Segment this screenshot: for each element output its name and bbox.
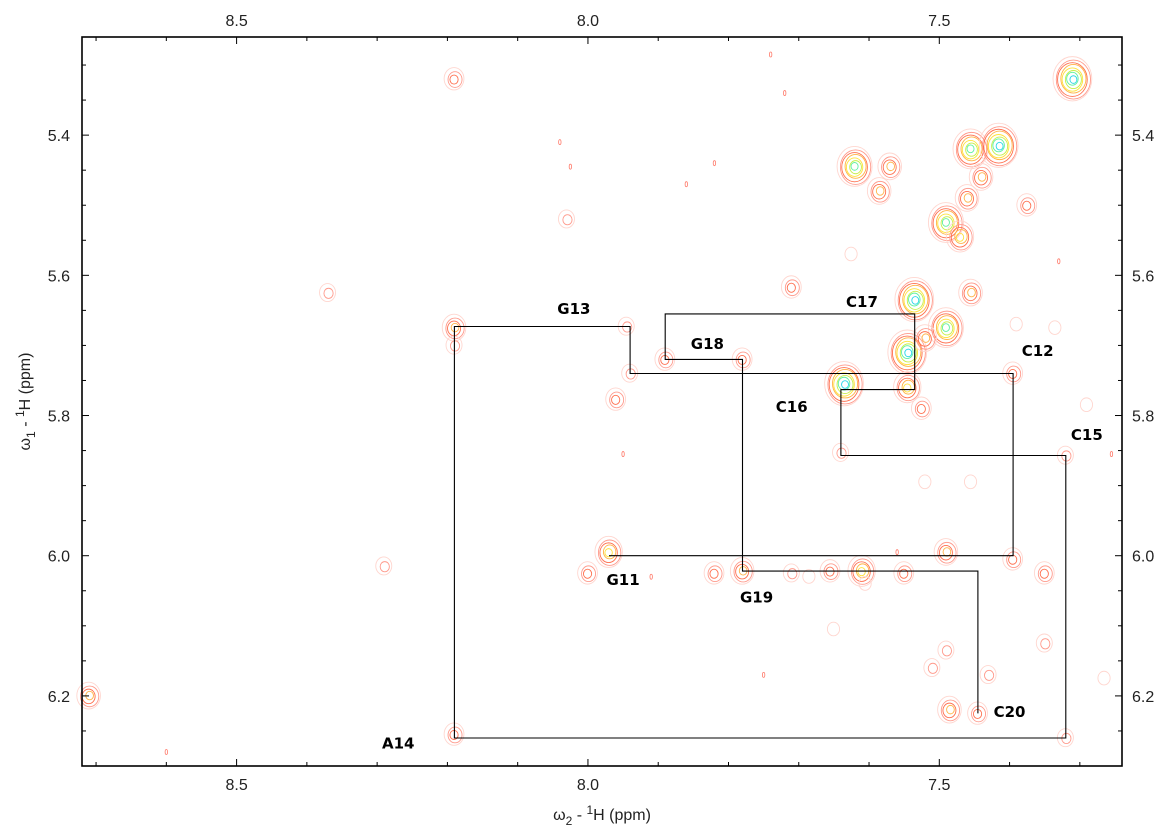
residue-labels: G13 C17 G18 C12 C16 C15 G11 G19 C20 A14 <box>382 293 1103 753</box>
peak-contour <box>1009 316 1023 332</box>
noise-contours <box>164 51 1114 755</box>
residue-label-g13: G13 <box>557 300 590 318</box>
peak-contour <box>826 621 841 637</box>
x-tick-label-top: 8.0 <box>577 13 599 30</box>
peak-contour <box>443 67 465 91</box>
x-tick-label: 8.0 <box>577 777 599 794</box>
residue-label-a14: A14 <box>382 734 414 752</box>
y-tick-label: 5.4 <box>48 128 70 145</box>
peak-contour <box>963 474 978 490</box>
peak-contour <box>979 665 997 685</box>
peak-contour <box>893 561 915 585</box>
peak-contour <box>912 324 938 352</box>
residue-label-c16: C16 <box>776 398 808 416</box>
peak-contour <box>605 387 627 411</box>
x-tick-label: 8.5 <box>225 777 247 794</box>
noise-speck <box>558 139 562 146</box>
peak-contour <box>952 128 989 170</box>
peak-contour <box>927 307 964 348</box>
noise-speck <box>712 160 717 167</box>
peak-contour <box>887 329 928 375</box>
noise-speck <box>649 573 653 580</box>
peak-contour <box>968 163 994 191</box>
y-tick-label-right: 6.2 <box>1132 689 1154 706</box>
peak-contour <box>1035 633 1053 653</box>
y-tick-label-right: 6.0 <box>1132 549 1154 566</box>
noise-speck <box>1057 258 1061 265</box>
peak-contour <box>375 556 393 576</box>
peak-contour <box>866 177 892 205</box>
plot-frame <box>81 36 1123 767</box>
noise-speck <box>568 163 572 170</box>
noise-speck <box>762 671 766 678</box>
residue-label-g11: G11 <box>606 571 639 589</box>
peak-contour <box>780 275 802 299</box>
peak-contour <box>937 640 955 660</box>
peak-contour <box>824 361 864 407</box>
noise-speck <box>895 549 899 556</box>
peak-contour <box>893 371 922 404</box>
peak-contour <box>802 569 816 584</box>
sequential-walk <box>453 313 1067 739</box>
y-tick-label: 6.2 <box>48 689 70 706</box>
noise-speck <box>1109 451 1114 457</box>
x-axis-title: ω2 - 1H (ppm) <box>553 803 651 828</box>
peak-contour <box>1048 320 1062 335</box>
peak-contour <box>319 283 336 303</box>
walk-path <box>453 313 1067 739</box>
peak-contour <box>577 561 598 585</box>
peak-contour <box>594 535 623 568</box>
peak-contour <box>1052 56 1093 102</box>
peak-contour <box>558 209 575 229</box>
residue-label-c15: C15 <box>1071 426 1103 444</box>
contour-peaks <box>76 56 1111 748</box>
peak-contour <box>703 561 725 585</box>
peak-contour <box>858 576 872 591</box>
residue-label-c17: C17 <box>846 293 878 311</box>
y-tick-label-right: 5.6 <box>1132 268 1154 285</box>
residue-label-g19: G19 <box>740 589 773 607</box>
peak-contour <box>918 474 932 490</box>
peak-contour <box>844 246 858 262</box>
peak-contour <box>1097 670 1111 686</box>
residue-label-c12: C12 <box>1022 342 1054 360</box>
x-tick-label: 7.5 <box>928 777 950 794</box>
residue-label-g18: G18 <box>691 335 724 353</box>
peak-contour <box>954 184 980 212</box>
noise-speck <box>783 90 787 96</box>
y-tick-label-right: 5.4 <box>1132 128 1154 145</box>
peak-contour <box>933 538 959 566</box>
x-tick-label-top: 7.5 <box>928 13 950 30</box>
peak-contour <box>836 145 873 187</box>
x-tick-label-top: 8.5 <box>225 13 247 30</box>
y-tick-label-right: 5.8 <box>1132 409 1154 426</box>
peak-contour <box>937 695 962 724</box>
peak-contour <box>910 396 932 420</box>
peak-contour <box>978 122 1019 168</box>
y-tick-label: 5.6 <box>48 268 70 285</box>
noise-speck <box>621 451 625 457</box>
y-tick-label: 6.0 <box>48 549 70 566</box>
peak-contour <box>945 220 975 253</box>
peak-contour <box>1033 561 1055 585</box>
noise-speck <box>684 181 688 188</box>
axes: 8.5 8.5 8.0 8.0 7.5 7.5 5.4 5.4 5.6 5.6 5.8 5.8 6.0 6… <box>48 13 1155 794</box>
peak-contour <box>877 152 902 181</box>
peak-contour <box>923 658 941 678</box>
y-tick-label: 5.8 <box>48 409 70 426</box>
noise-speck <box>164 749 168 755</box>
peak-contour <box>782 563 800 583</box>
peak-contour <box>958 278 983 307</box>
peak-contour <box>1079 397 1094 412</box>
y-axis-title: ω1 - 1H (ppm) <box>13 353 38 451</box>
noise-speck <box>769 51 773 58</box>
residue-label-c20: C20 <box>994 703 1026 721</box>
peak-contour <box>1016 193 1038 217</box>
